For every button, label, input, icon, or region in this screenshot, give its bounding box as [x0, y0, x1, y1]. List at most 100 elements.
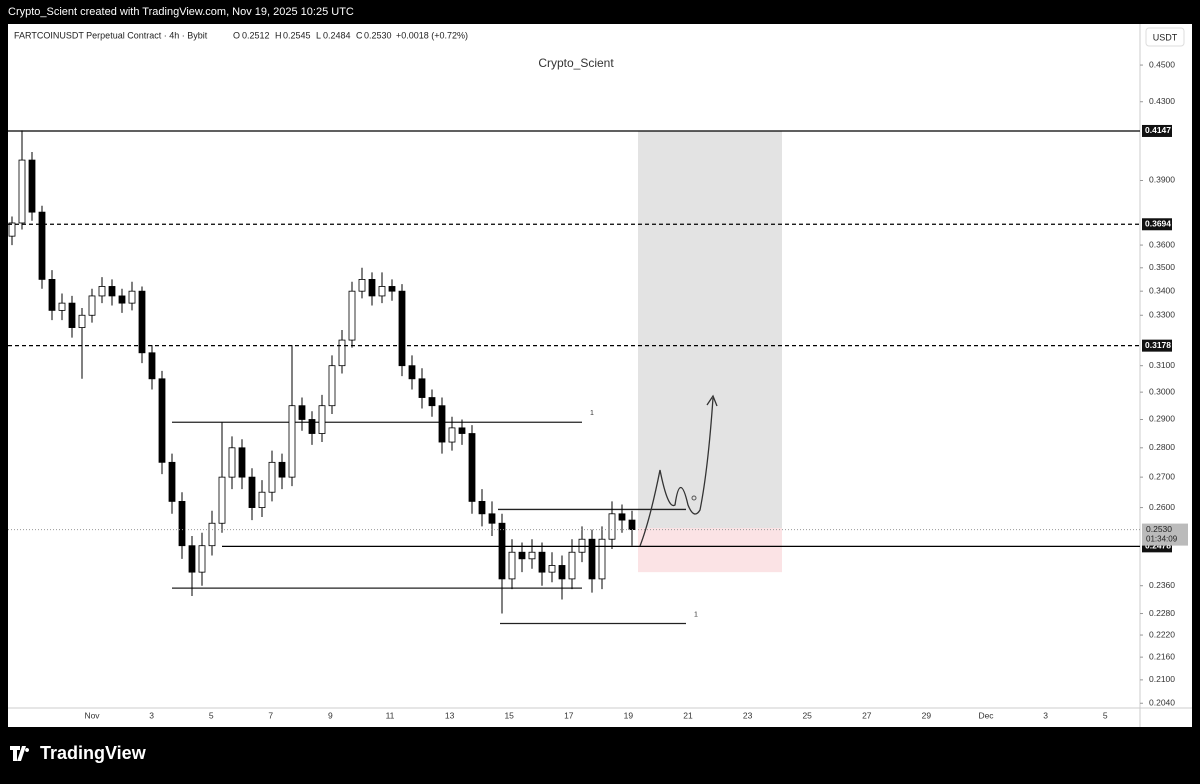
watermark: Crypto_Scient: [538, 56, 614, 70]
legend: FARTCOINUSDT Perpetual Contract · 4h · B…: [14, 30, 468, 40]
candle-body: [458, 427, 466, 434]
y-tick-label: 0.3600: [1149, 239, 1175, 249]
candle-body: [518, 551, 526, 560]
zone: [638, 130, 782, 529]
x-tick-label: 15: [504, 710, 514, 720]
y-tick-label: 0.2160: [1149, 651, 1175, 661]
y-tick-label: 0.3400: [1149, 285, 1175, 295]
level-label: 0.2478: [1145, 541, 1171, 551]
candle-body: [578, 538, 586, 553]
plot: 0.4500 0.4300 0.3900 0.3600 0.3500 0.3400 0.33…: [8, 59, 1188, 720]
candle-body: [18, 159, 26, 224]
candle-body: [558, 565, 566, 580]
candle-body: [58, 302, 66, 311]
candle-body: [128, 290, 136, 304]
level-label-box: [1142, 124, 1172, 137]
x-tick-label: 9: [328, 710, 333, 720]
change: +0.0018 (+0.72%): [396, 30, 468, 40]
y-tick-label: 0.2280: [1149, 608, 1175, 618]
candle-body: [358, 279, 366, 292]
chart-area: [8, 24, 1192, 727]
drawing-note: 1: [590, 410, 594, 417]
y-tick-label: 0.2600: [1149, 502, 1175, 512]
candle-body: [8, 222, 16, 237]
candle-body: [178, 500, 186, 547]
candle-body: [588, 538, 596, 580]
level-label-box: [1142, 339, 1172, 352]
candle-body: [168, 461, 176, 502]
candle-body: [388, 286, 396, 292]
o-key: O: [233, 30, 240, 40]
candle-body: [148, 352, 156, 380]
h-value: 0.2545: [283, 30, 311, 40]
level-label: 0.4147: [1145, 125, 1171, 135]
currency[interactable]: USDT: [1153, 32, 1178, 42]
candle-body: [538, 551, 546, 573]
candle-body: [28, 159, 36, 213]
caption: Crypto_Scient created with TradingView.c…: [8, 6, 354, 18]
candle-body: [498, 522, 506, 580]
candle-body: [208, 522, 216, 547]
x-tick-label: Dec: [978, 710, 994, 720]
candle-body: [88, 295, 96, 316]
candle-body: [118, 295, 126, 304]
candle-body: [418, 378, 426, 398]
y-tick-label: 0.2220: [1149, 629, 1175, 639]
x-tick-label: 17: [564, 710, 574, 720]
y-tick-label: 0.3500: [1149, 262, 1175, 272]
candle-body: [448, 427, 456, 443]
candle-body: [508, 551, 516, 580]
y-tick-label: 0.2360: [1149, 580, 1175, 590]
projection-point: [691, 495, 697, 501]
currency-box[interactable]: [1145, 27, 1185, 47]
candle-body: [568, 551, 576, 580]
x-tick-label: 19: [624, 710, 634, 720]
candle-body: [408, 365, 416, 380]
h-key: H: [275, 30, 282, 40]
candle-body: [318, 405, 326, 434]
drawing-note: 1: [694, 611, 698, 618]
candle-body: [198, 545, 206, 573]
y-tick-label: 0.2900: [1149, 414, 1175, 424]
zone: [638, 528, 782, 573]
candle-body: [98, 286, 106, 297]
candle-body: [278, 461, 286, 478]
level-label-box: [1142, 218, 1172, 231]
y-tick-label: 0.4300: [1149, 96, 1175, 106]
candle-body: [618, 513, 626, 521]
candle-body: [368, 279, 376, 297]
candle-body: [628, 519, 636, 530]
projection-arrow: [706, 394, 718, 407]
candle-body: [488, 513, 496, 524]
candle-body: [328, 365, 336, 407]
candle-body: [248, 476, 256, 508]
candle-body: [238, 447, 246, 478]
candle-body: [268, 461, 276, 493]
candle-body: [598, 538, 606, 580]
candle-body: [438, 405, 446, 443]
candle-body: [478, 500, 486, 515]
candle-body: [228, 447, 236, 478]
candle-body: [258, 491, 266, 508]
candle-body: [338, 339, 346, 367]
candle-body: [428, 397, 436, 407]
x-tick-label: 5: [209, 710, 214, 720]
x-tick-label: 21: [683, 710, 693, 720]
y-tick-label: 0.2100: [1149, 674, 1175, 684]
y-tick-label: 0.2800: [1149, 442, 1175, 452]
level-label: 0.3178: [1145, 340, 1171, 350]
candle-body: [528, 551, 536, 560]
candle-body: [158, 378, 166, 463]
candle-body: [108, 286, 116, 297]
y-tick-label: 0.3300: [1149, 310, 1175, 320]
x-tick-label: 7: [268, 710, 273, 720]
y-tick-label: 0.3900: [1149, 175, 1175, 185]
x-tick-label: 23: [743, 710, 753, 720]
y-tick-label: 0.4500: [1149, 59, 1175, 69]
l-key: L: [316, 30, 321, 40]
footer: [0, 730, 1200, 779]
x-tick-label: 13: [445, 710, 455, 720]
l-value: 0.2484: [323, 30, 351, 40]
candle-body: [38, 211, 46, 280]
